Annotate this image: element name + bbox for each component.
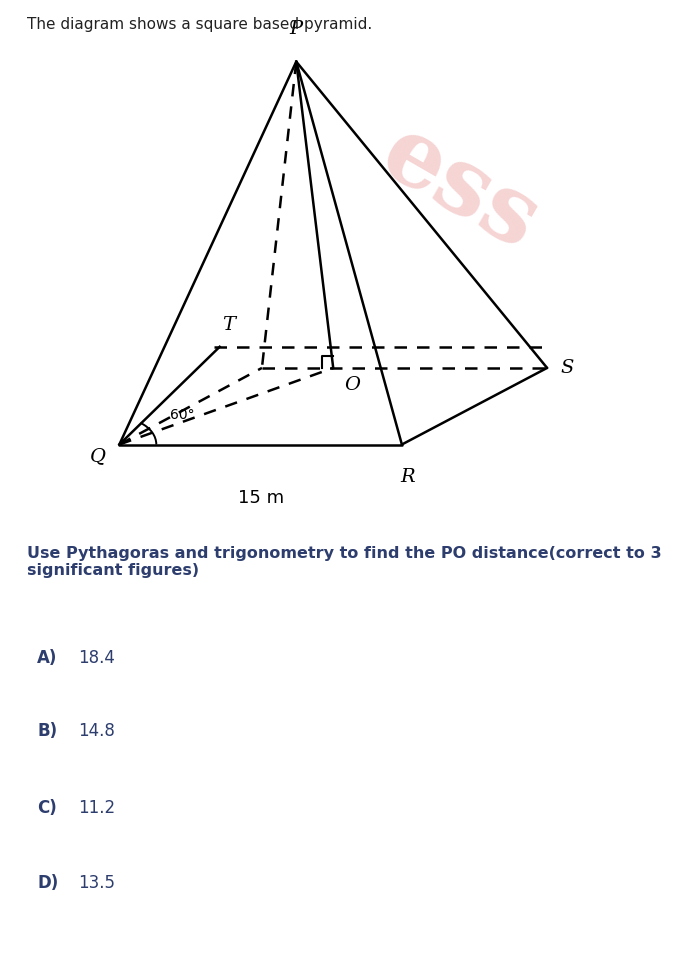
Text: A): A) [37, 649, 58, 668]
Text: S: S [561, 359, 573, 377]
Text: The diagram shows a square based pyramid.: The diagram shows a square based pyramid… [27, 17, 372, 32]
Text: 15 m: 15 m [238, 489, 284, 508]
Text: 60°: 60° [169, 409, 194, 422]
Text: T: T [222, 316, 236, 333]
Text: 11.2: 11.2 [78, 799, 115, 818]
Text: Use Pythagoras and trigonometry to find the PO distance(correct to 3
significant: Use Pythagoras and trigonometry to find … [27, 546, 661, 578]
Text: 18.4: 18.4 [78, 649, 114, 668]
Text: B): B) [37, 722, 58, 740]
Text: D): D) [37, 874, 58, 892]
Text: O: O [344, 376, 359, 393]
Text: R: R [400, 468, 414, 486]
Text: C): C) [37, 799, 57, 818]
Text: Q: Q [90, 447, 106, 465]
Text: P: P [290, 19, 303, 38]
Text: 14.8: 14.8 [78, 722, 114, 740]
Text: ess: ess [366, 108, 554, 269]
Text: 13.5: 13.5 [78, 874, 115, 892]
